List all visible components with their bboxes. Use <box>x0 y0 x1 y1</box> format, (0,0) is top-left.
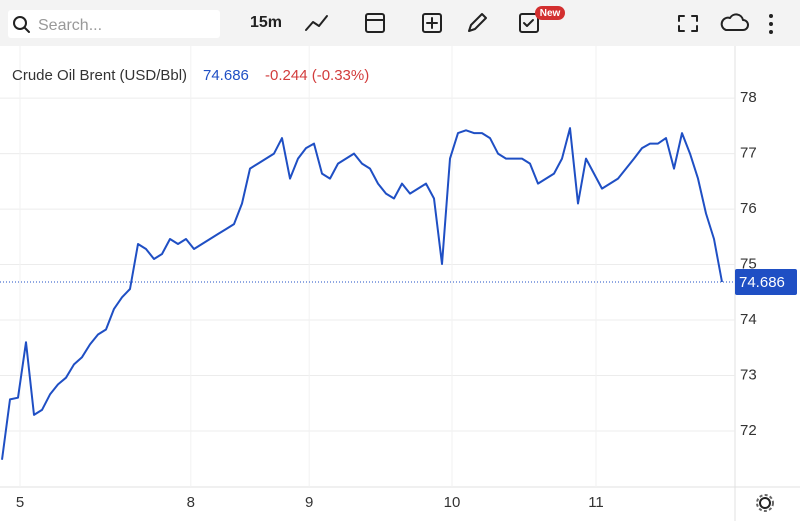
x-tick-label: 9 <box>305 494 313 511</box>
search-box[interactable] <box>8 10 220 38</box>
last-price-label: 74.686 <box>739 274 785 291</box>
events-icon <box>523 19 534 27</box>
y-tick-label: 75 <box>740 256 757 273</box>
last-price-badge <box>735 268 797 295</box>
x-tick-label: 8 <box>187 494 195 511</box>
search-icon <box>13 16 27 30</box>
x-tick-label: 5 <box>16 494 24 511</box>
search-placeholder: Search... <box>38 17 102 34</box>
instrument-title: Crude Oil Brent (USD/Bbl) <box>12 67 187 84</box>
add-button[interactable] <box>422 13 442 33</box>
add-icon <box>426 17 438 29</box>
y-tick-label: 77 <box>740 145 757 162</box>
interval-button[interactable]: 15m <box>250 14 282 31</box>
draw-button[interactable] <box>468 13 487 32</box>
fullscreen-button[interactable] <box>678 15 698 32</box>
settings-button[interactable] <box>759 497 771 509</box>
calendar-button[interactable] <box>365 13 385 33</box>
menu-dot <box>769 22 773 26</box>
y-tick-label: 78 <box>740 89 757 106</box>
y-tick-label: 74 <box>740 311 757 328</box>
chart-type-button[interactable] <box>305 15 328 31</box>
settings-icon <box>756 494 774 512</box>
price-line <box>1 127 723 460</box>
header-price: 74.686 <box>203 67 249 84</box>
y-tick-label: 73 <box>740 366 757 383</box>
events-button[interactable] <box>519 13 539 33</box>
x-tick-label: 10 <box>444 494 461 511</box>
y-tick-label: 72 <box>740 422 757 439</box>
search-icon <box>23 26 30 33</box>
header-change: -0.244 (-0.33%) <box>265 67 369 84</box>
download-button[interactable] <box>720 13 749 31</box>
new-badge-text: New <box>540 8 561 19</box>
y-tick-label: 76 <box>740 200 757 217</box>
new-badge <box>535 6 565 20</box>
menu-dot <box>769 30 773 34</box>
menu-button[interactable] <box>769 14 773 18</box>
x-tick-label: 11 <box>588 494 604 511</box>
